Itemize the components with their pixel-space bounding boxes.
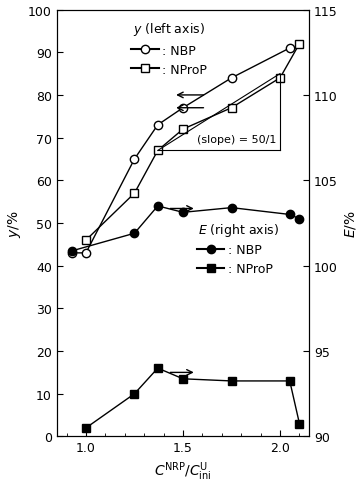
Y-axis label: $E$/%: $E$/% bbox=[344, 210, 359, 238]
Text: $y$ (left axis): $y$ (left axis) bbox=[132, 21, 205, 38]
Text: $E$ (right axis): $E$ (right axis) bbox=[198, 222, 279, 238]
Text: (slope) = 50/1: (slope) = 50/1 bbox=[197, 135, 276, 144]
Y-axis label: $y$/%: $y$/% bbox=[5, 210, 23, 237]
X-axis label: $C^{\rm NRP}/C_{\rm ini}^{\rm U}$: $C^{\rm NRP}/C_{\rm ini}^{\rm U}$ bbox=[154, 460, 212, 483]
Legend: : NBP, : NProP: : NBP, : NProP bbox=[197, 244, 273, 276]
